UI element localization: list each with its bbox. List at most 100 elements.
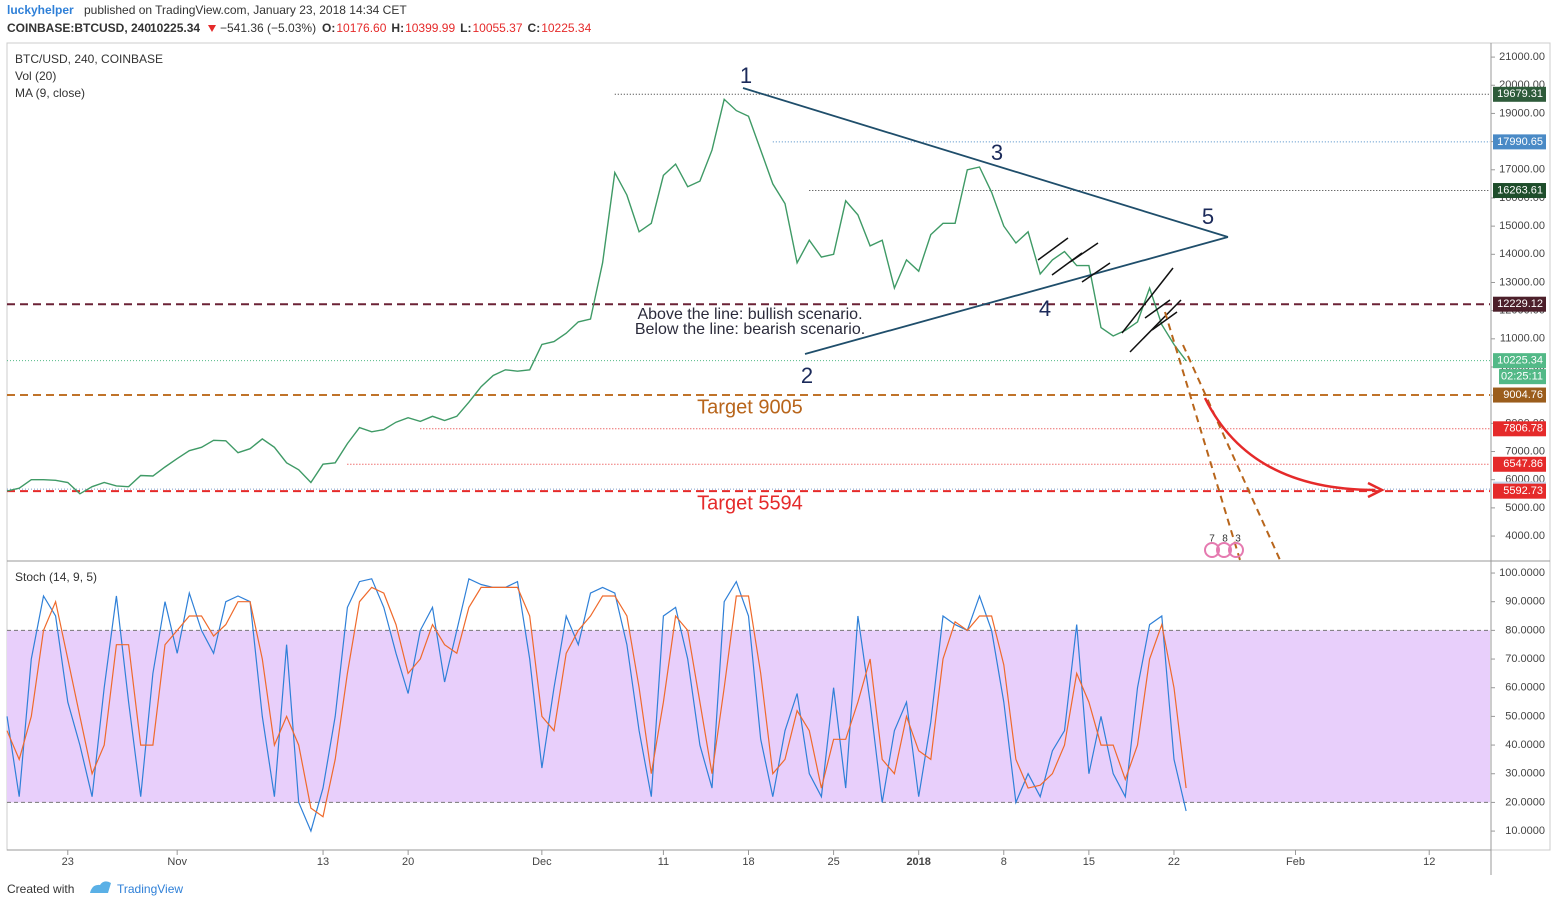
y-tick-label: 17000.00 [1499, 164, 1545, 176]
event-icon [1216, 542, 1232, 558]
x-tick-label: Nov [167, 856, 187, 868]
y-tick-label: 14000.00 [1499, 248, 1545, 260]
y-tick-label: 90.0000 [1505, 596, 1545, 608]
ohlc-label: C: [528, 21, 541, 35]
wave-label: 3 [991, 140, 1003, 165]
projection [1182, 344, 1281, 561]
y-tick-label: 20.0000 [1505, 796, 1545, 808]
price-badge [1493, 296, 1546, 312]
ohlc-value: 10176.60 [336, 21, 386, 35]
price-badge [1493, 421, 1546, 437]
price-badge [1493, 483, 1546, 499]
wave-label: 4 [1039, 296, 1051, 321]
x-tick-label: 13 [317, 856, 329, 868]
price-line [6, 97, 1187, 495]
symbol: COINBASE:BTCUSD, 240 [7, 21, 151, 35]
y-tick-label: 80.0000 [1505, 624, 1545, 636]
price-badge-label: 5592.73 [1503, 485, 1543, 497]
y-tick-label: 19000.00 [1499, 107, 1545, 119]
event-icon [1204, 542, 1220, 558]
x-tick-label: 23 [62, 856, 74, 868]
last-price: 10225.34 [150, 21, 200, 35]
events: 7 8 3 [1204, 534, 1244, 558]
channel-line [1081, 262, 1111, 283]
y-tick-label: 60.0000 [1505, 682, 1545, 694]
brand[interactable]: TradingView [117, 882, 183, 896]
price-badge-label: 9004.76 [1503, 389, 1543, 401]
note: Below the line: bearish scenario. [635, 321, 865, 338]
price-line [6, 577, 1187, 833]
wave-label: 1 [740, 63, 752, 88]
price-badge-label: 17990.65 [1497, 136, 1543, 148]
target-label: Target 5594 [697, 492, 803, 514]
indicator: Vol (20) [15, 69, 56, 83]
triangle-top [742, 87, 1229, 238]
published: published on TradingView.com, January 23… [84, 3, 407, 17]
author[interactable]: luckyhelper [7, 3, 74, 17]
arrow-head [1367, 481, 1385, 499]
countdown: 02:25:11 [1501, 371, 1543, 383]
price-badge-label: 10225.34 [1497, 355, 1543, 367]
y-tick-label: 50.0000 [1505, 710, 1545, 722]
y-tick-label: 7000.00 [1505, 445, 1545, 457]
drawings [742, 87, 1385, 561]
y-tick-label: 15000.00 [1499, 220, 1545, 232]
x-tick-label: 2018 [906, 856, 930, 868]
x-tick-label: 11 [658, 856, 669, 868]
price-badge [1493, 456, 1546, 472]
triangle-bottom [804, 236, 1229, 355]
event-count: 3 [1235, 534, 1241, 545]
event-count: 7 [1209, 534, 1215, 545]
price-badge-label: 19679.31 [1497, 88, 1543, 100]
red-arrow [1203, 397, 1376, 492]
x-tick-label: Dec [532, 856, 552, 868]
ohlc-label: H: [391, 21, 404, 35]
y-tick-label: 70.0000 [1505, 653, 1545, 665]
created-with: Created with [7, 882, 74, 896]
x-tick-label: 15 [1083, 856, 1095, 868]
price-badge-label: 16263.61 [1497, 184, 1543, 196]
price-badge-label: 6547.86 [1503, 458, 1543, 470]
ohlc: O: 10176.60 H: 10399.99 L: 10055.37 C: 10225.34 [322, 21, 592, 35]
x-tick-label: 8 [1001, 856, 1007, 868]
channel-line [1129, 299, 1182, 353]
channel-line [1121, 267, 1174, 334]
x-tick-label: 22 [1168, 856, 1180, 868]
x-tick-label: 12 [1423, 856, 1435, 868]
waves: 1 2 3 4 5 [740, 63, 1214, 388]
y-tick-label: 13000.00 [1499, 276, 1545, 288]
price-line [6, 586, 1187, 818]
y-tick-label: 10.0000 [1505, 825, 1545, 837]
ohlc-label: O: [322, 21, 335, 35]
x-tick-label: 25 [827, 856, 839, 868]
note: Above the line: bullish scenario. [637, 306, 862, 323]
tradingview-logo [90, 881, 111, 893]
y-tick-label: 30.0000 [1505, 768, 1545, 780]
price-pane: 4000.005000.006000.007000.008000.009000.… [6, 51, 1546, 868]
y-tick-label: 4000.00 [1505, 530, 1545, 542]
event-count: 8 [1222, 534, 1228, 545]
wave-label: 5 [1202, 204, 1214, 229]
countdown-badge [1499, 369, 1546, 385]
down-arrow [208, 25, 216, 32]
y-tick-label: 11000.00 [1500, 333, 1545, 345]
target-label: Target 9005 [697, 396, 803, 418]
oversold-band [7, 630, 1490, 803]
price-badge [1493, 183, 1546, 199]
symbol-info: BTC/USD, 240, COINBASE [15, 52, 163, 66]
price-badge [1493, 387, 1546, 403]
price-badge [1493, 86, 1546, 102]
price-badge [1493, 134, 1546, 150]
ohlc-value: 10399.99 [405, 21, 455, 35]
event-icon [1228, 542, 1244, 558]
x-tick-label: Feb [1286, 856, 1305, 868]
y-tick-label: 100.0000 [1499, 567, 1545, 579]
x-tick-label: 18 [742, 856, 754, 868]
stoch-pane: 10.0000 20.0000 30.0000 40.0000 50.0000 60.00… [6, 567, 1545, 837]
wave-label: 2 [801, 363, 813, 388]
channel-line [1037, 237, 1069, 261]
channel-line [1069, 242, 1099, 263]
y-tick-label: 21000.00 [1499, 51, 1545, 63]
stoch-title: Stoch (14, 9, 5) [15, 570, 97, 584]
